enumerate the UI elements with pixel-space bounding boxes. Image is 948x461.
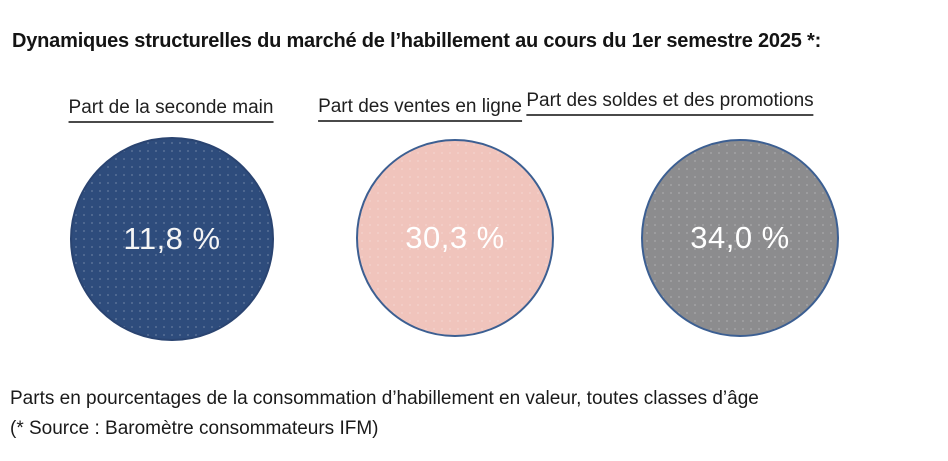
circle-ventes-en-ligne: 30,3 % bbox=[356, 139, 554, 337]
footnote-source: (* Source : Baromètre consommateurs IFM) bbox=[10, 418, 379, 439]
chart-title: Dynamiques structurelles du marché de l’… bbox=[12, 30, 822, 52]
circle-label-ventes-en-ligne: Part des ventes en ligne bbox=[318, 96, 522, 122]
circle-value-ventes-en-ligne: 30,3 % bbox=[405, 220, 505, 255]
footnote-definition: Parts en pourcentages de la consommation… bbox=[10, 388, 759, 409]
circle-label-soldes-promotions: Part des soldes et des promotions bbox=[526, 90, 814, 116]
circle-label-seconde-main: Part de la seconde main bbox=[68, 97, 274, 123]
circle-seconde-main: 11,8 % bbox=[70, 137, 274, 341]
circle-soldes-promotions: 34,0 % bbox=[641, 139, 839, 337]
circle-value-soldes-promotions: 34,0 % bbox=[690, 220, 790, 255]
circle-value-seconde-main: 11,8 % bbox=[123, 221, 221, 256]
